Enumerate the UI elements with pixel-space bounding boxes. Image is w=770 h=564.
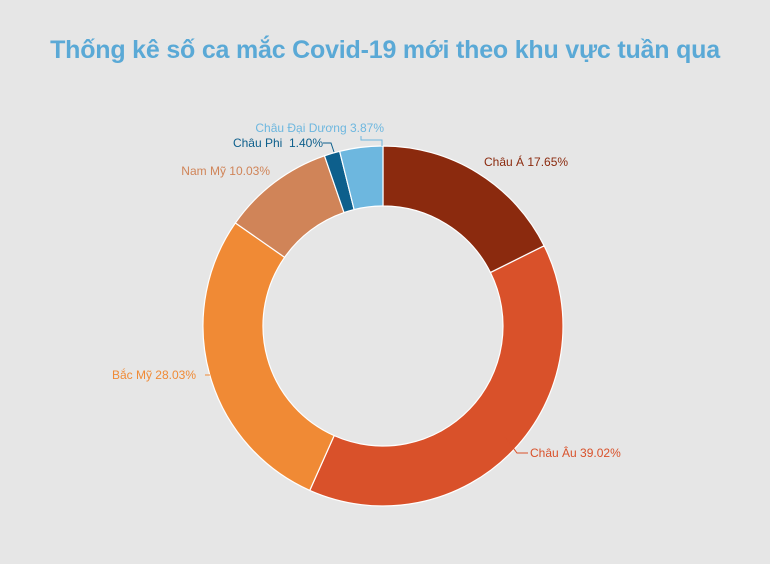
data-label-5: Châu Đại Dương 3.87%	[255, 121, 384, 135]
leader-line-1	[504, 436, 528, 454]
leader-line-5	[360, 136, 383, 146]
slice-1	[308, 244, 564, 507]
data-label-2: Bắc Mỹ 28.03%	[112, 367, 196, 382]
chart-title: Thống kê số ca mắc Covid-19 mới theo khu…	[50, 36, 720, 64]
data-label-4: Châu Phi 1.40%	[233, 136, 323, 150]
slice-2	[202, 222, 335, 492]
slice-5	[338, 145, 384, 211]
data-label-0: Châu Á 17.65%	[484, 154, 568, 169]
data-label-1: Châu Âu 39.02%	[530, 445, 621, 460]
data-label-3: Nam Mỹ 10.03%	[181, 164, 270, 178]
leader-line-4	[323, 142, 335, 153]
